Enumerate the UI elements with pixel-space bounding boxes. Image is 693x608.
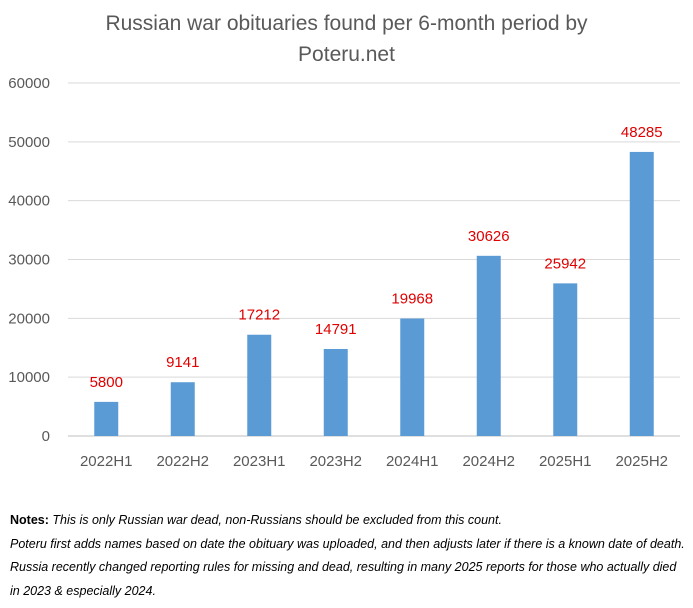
data-label-2025H1: 25942: [544, 255, 586, 272]
data-label-2024H1: 19968: [391, 291, 433, 308]
y-tick-label: 60000: [8, 75, 50, 92]
bar-2022H1: [94, 401, 119, 436]
x-axis: 2022H1 2022H2 2023H1 2023H2 2024H1 2024H2 2025…: [80, 453, 668, 470]
data-label-2022H2: 9141: [166, 354, 199, 371]
bar-2023H1: [247, 334, 272, 436]
x-tick-label-2024H1: 2024H1: [386, 453, 439, 470]
x-tick-label-2025H1: 2025H1: [539, 453, 592, 470]
gridlines: [68, 82, 680, 437]
notes-line-2: Poteru first adds names based on date th…: [10, 533, 686, 604]
bar-chart: 0 10000 20000 30000 40000 50000 60000 5800 9141…: [8, 75, 680, 470]
data-label-2024H2: 30626: [468, 228, 510, 245]
notes-text-2: Poteru first adds names based on date th…: [10, 536, 685, 598]
chart-title-line-2: Poteru.net: [298, 43, 395, 66]
x-tick-label-2023H1: 2023H1: [233, 453, 286, 470]
x-tick-label-2022H2: 2022H2: [156, 453, 209, 470]
y-tick-label: 30000: [8, 252, 50, 269]
notes-line-1: Notes: This is only Russian war dead, no…: [10, 509, 686, 533]
y-tick-label: 0: [42, 428, 50, 445]
bar-2022H2: [170, 382, 195, 436]
y-tick-label: 20000: [8, 310, 50, 327]
y-axis: 0 10000 20000 30000 40000 50000 60000: [8, 75, 50, 445]
bar-2024H2: [476, 255, 501, 436]
chart-title: Russian war obituaries found per 6-month…: [0, 8, 693, 70]
bars: [94, 151, 654, 436]
chart-title-line-1: Russian war obituaries found per 6-month…: [105, 12, 588, 35]
notes-text-1: This is only Russian war dead, non-Russi…: [52, 513, 502, 527]
bar-2025H2: [629, 151, 654, 436]
y-tick-label: 40000: [8, 193, 50, 210]
y-tick-label: 50000: [8, 134, 50, 151]
x-tick-label-2025H2: 2025H2: [615, 453, 668, 470]
notes: Notes: This is only Russian war dead, no…: [10, 509, 686, 603]
data-label-2023H1: 17212: [238, 307, 280, 324]
bar-2024H1: [400, 318, 425, 436]
x-tick-label-2024H2: 2024H2: [462, 453, 515, 470]
x-tick-label-2023H2: 2023H2: [309, 453, 362, 470]
data-label-2023H2: 14791: [315, 321, 357, 338]
notes-heading: Notes:: [10, 513, 49, 527]
y-tick-label: 10000: [8, 369, 50, 386]
bar-2025H1: [553, 283, 578, 436]
data-labels: 5800 9141 17212 14791 19968 30626 25942 48285: [90, 124, 663, 391]
bar-2023H2: [323, 348, 348, 436]
data-label-2022H1: 5800: [90, 374, 123, 391]
data-label-2025H2: 48285: [621, 124, 663, 141]
x-tick-label-2022H1: 2022H1: [80, 453, 133, 470]
